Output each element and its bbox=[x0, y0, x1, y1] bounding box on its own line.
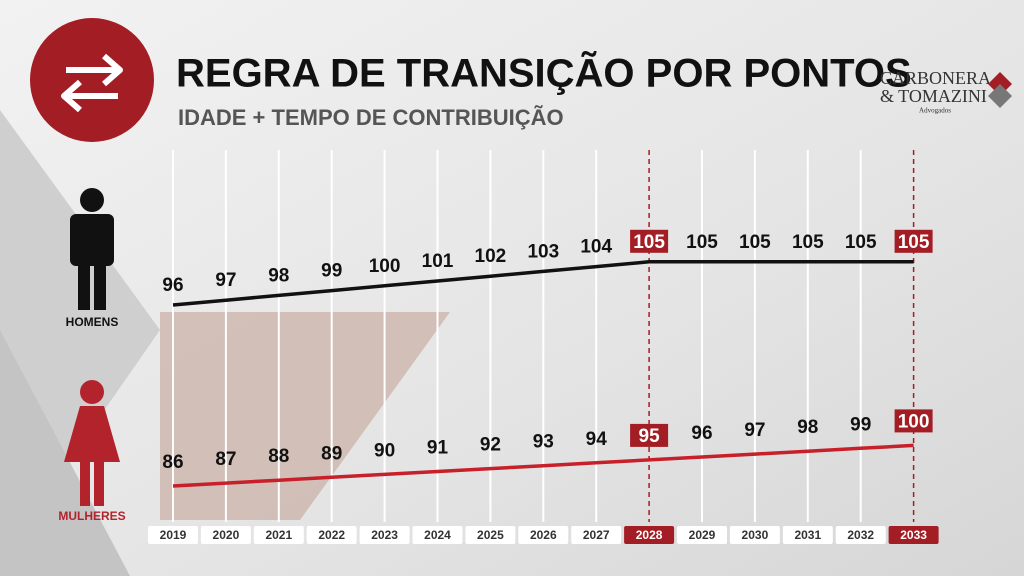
brand-name: & TOMAZINI bbox=[880, 86, 987, 106]
value-label: 100 bbox=[898, 411, 930, 432]
value-label: 96 bbox=[691, 423, 712, 444]
value-label: 104 bbox=[580, 237, 612, 258]
year-box bbox=[729, 526, 780, 544]
value-label: 99 bbox=[321, 261, 342, 282]
man-icon bbox=[70, 188, 114, 310]
x-tick-label: 2021 bbox=[265, 528, 292, 542]
value-label: 101 bbox=[422, 251, 454, 272]
value-label: 96 bbox=[162, 275, 183, 296]
value-label: 98 bbox=[797, 417, 818, 438]
value-label: 88 bbox=[268, 446, 289, 467]
x-tick-label: 2022 bbox=[318, 528, 345, 542]
year-box bbox=[571, 526, 622, 544]
year-box bbox=[200, 526, 251, 544]
value-label: 99 bbox=[850, 414, 871, 435]
year-box bbox=[412, 526, 463, 544]
decor-band bbox=[160, 312, 450, 520]
value-label: 105 bbox=[633, 232, 665, 253]
brand-tagline: Advogados bbox=[919, 107, 951, 115]
value-label-box bbox=[894, 229, 933, 253]
value-label: 105 bbox=[792, 232, 824, 253]
value-label: 100 bbox=[369, 256, 401, 277]
x-tick-label: 2031 bbox=[794, 528, 821, 542]
value-label: 103 bbox=[527, 241, 559, 262]
value-label: 94 bbox=[586, 429, 608, 450]
x-tick-label: 2032 bbox=[847, 528, 874, 542]
year-box bbox=[465, 526, 516, 544]
value-label: 92 bbox=[480, 435, 501, 456]
value-label-box bbox=[630, 229, 669, 253]
value-label-box bbox=[630, 423, 669, 447]
x-tick-label: 2028 bbox=[636, 528, 663, 542]
value-label: 102 bbox=[475, 246, 507, 267]
x-tick-label: 2024 bbox=[424, 528, 451, 542]
series-label: HOMENS bbox=[66, 315, 119, 329]
value-label: 105 bbox=[898, 232, 930, 253]
value-label: 90 bbox=[374, 440, 395, 461]
subtitle: IDADE + TEMPO DE CONTRIBUIÇÃO bbox=[178, 105, 564, 130]
year-box bbox=[306, 526, 357, 544]
x-tick-label: 2020 bbox=[213, 528, 240, 542]
value-label: 105 bbox=[845, 232, 877, 253]
x-tick-label: 2023 bbox=[371, 528, 398, 542]
x-tick-label: 2026 bbox=[530, 528, 557, 542]
value-label-box bbox=[894, 409, 933, 433]
series-label: MULHERES bbox=[58, 509, 125, 523]
value-label: 98 bbox=[268, 265, 289, 286]
year-box bbox=[359, 526, 410, 544]
year-box bbox=[624, 526, 675, 544]
value-label: 95 bbox=[639, 426, 661, 447]
value-label: 87 bbox=[215, 449, 236, 470]
series-line bbox=[172, 443, 914, 488]
value-label: 105 bbox=[686, 232, 718, 253]
year-box bbox=[677, 526, 727, 544]
value-label: 93 bbox=[533, 432, 554, 453]
year-box bbox=[835, 526, 886, 544]
x-tick-label: 2027 bbox=[583, 528, 610, 542]
x-tick-label: 2030 bbox=[742, 528, 769, 542]
woman-icon bbox=[64, 380, 120, 506]
value-label: 97 bbox=[744, 420, 765, 441]
decor-triangle bbox=[0, 330, 130, 576]
year-box bbox=[782, 526, 833, 544]
x-tick-label: 2019 bbox=[160, 528, 187, 542]
year-box bbox=[148, 526, 198, 544]
value-label: 89 bbox=[321, 443, 342, 464]
year-box bbox=[518, 526, 569, 544]
transition-icon bbox=[61, 53, 123, 113]
value-label: 97 bbox=[215, 270, 236, 291]
year-box bbox=[253, 526, 304, 544]
brand-logo bbox=[988, 72, 1012, 108]
value-label: 86 bbox=[162, 452, 183, 473]
x-tick-label: 2025 bbox=[477, 528, 504, 542]
value-label: 105 bbox=[739, 232, 771, 253]
x-tick-label: 2029 bbox=[689, 528, 716, 542]
icon-circle bbox=[30, 18, 154, 142]
title: REGRA DE TRANSIÇÃO POR PONTOS bbox=[176, 50, 912, 96]
value-label: 91 bbox=[427, 438, 449, 459]
x-tick-label: 2033 bbox=[900, 528, 927, 542]
series-line bbox=[172, 260, 914, 307]
brand-name: CARBONERA bbox=[880, 68, 991, 88]
year-box bbox=[888, 526, 939, 544]
